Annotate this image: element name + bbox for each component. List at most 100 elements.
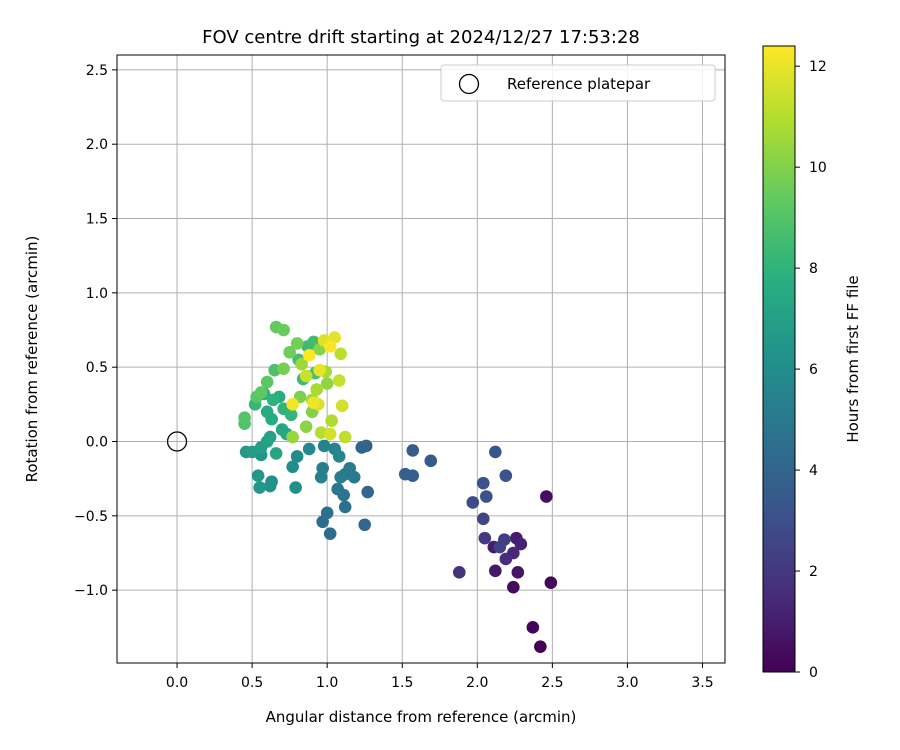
data-point [284, 408, 298, 422]
data-point [299, 369, 313, 383]
data-point [238, 411, 251, 425]
legend-marker [458, 73, 480, 95]
legend-box [440, 64, 716, 102]
y-tick-label: −1.0 [74, 583, 108, 599]
legend: Reference platepar [440, 64, 716, 102]
colorbar-tick-label: 12 [809, 59, 827, 75]
legend-label: Reference platepar [507, 75, 651, 93]
data-point [452, 566, 466, 579]
x-tick-label: 1.0 [316, 675, 338, 691]
colorbar-tick-label: 4 [809, 463, 818, 479]
data-point [307, 396, 320, 410]
data-point [499, 469, 513, 482]
y-tick-label: 2.0 [86, 137, 108, 153]
data-point [299, 420, 313, 433]
data-point [478, 531, 492, 545]
x-tick-label: 2.5 [541, 675, 563, 691]
data-point [260, 375, 274, 389]
data-point [265, 412, 278, 426]
x-tick-label: 2.0 [466, 675, 488, 691]
data-point [253, 481, 266, 494]
colorbar-tick-label: 10 [809, 160, 827, 176]
data-point [320, 377, 334, 390]
data-point [302, 442, 316, 456]
x-tick-label: 3.5 [691, 675, 713, 691]
data-point [313, 363, 326, 377]
data-point [310, 383, 323, 396]
y-tick-label: 2.5 [86, 63, 108, 79]
x-tick-label: 0.0 [166, 675, 188, 691]
data-point [314, 470, 328, 484]
y-tick-label: 1.0 [86, 286, 108, 302]
data-point [323, 427, 337, 441]
y-axis-label: Rotation from reference (arcmin) [23, 236, 41, 483]
data-point [290, 337, 304, 350]
data-point [332, 450, 346, 463]
data-point [406, 444, 420, 457]
data-point [343, 461, 356, 475]
x-axis-ticks: 0.0 0.5 1.0 1.5 2.0 2.5 3.0 3.5 [166, 663, 714, 691]
colorbar-ticks: 0 2 4 6 8 10 12 [795, 59, 827, 681]
x-tick-label: 0.5 [241, 675, 263, 691]
data-point [534, 640, 547, 653]
data-point [295, 357, 308, 371]
data-point [320, 506, 334, 520]
data-point [277, 362, 290, 375]
data-point [266, 393, 280, 407]
data-point [338, 500, 352, 514]
data-point [499, 552, 513, 566]
data-point [263, 430, 277, 444]
colorbar-frame [762, 45, 796, 673]
data-point [511, 566, 525, 579]
data-point [334, 347, 347, 361]
x-tick-label: 1.5 [391, 675, 413, 691]
data-point [283, 346, 296, 359]
data-point [514, 537, 528, 551]
data-point [325, 414, 338, 427]
data-point [332, 374, 346, 387]
x-tick-label: 3.0 [616, 675, 638, 691]
colorbar-tick-label: 2 [809, 564, 818, 580]
data-point [263, 479, 277, 493]
data-point [323, 340, 337, 353]
y-axis-ticks: −1.0 −0.5 0.0 0.5 1.0 1.5 2.0 2.5 [74, 63, 117, 599]
data-point [317, 439, 331, 453]
chart-title: FOV centre drift starting at 2024/12/27 … [202, 27, 640, 48]
grid [117, 55, 725, 663]
colorbar-tick-label: 8 [809, 261, 818, 277]
y-tick-label: 0.0 [86, 435, 108, 451]
data-point [286, 398, 299, 411]
x-axis-label: Angular distance from reference (arcmin) [266, 708, 577, 726]
data-point [489, 445, 502, 459]
data-point [398, 467, 412, 481]
data-point [477, 512, 490, 526]
y-tick-label: 1.5 [86, 212, 108, 228]
data-point [289, 481, 302, 494]
colorbar-label: Hours from first FF file [844, 275, 862, 442]
data-point [489, 564, 502, 578]
reference-point-marker [166, 431, 188, 452]
data-point [361, 485, 375, 499]
y-tick-label: −0.5 [74, 509, 108, 525]
data-point [544, 576, 558, 590]
data-point [334, 470, 347, 484]
plot-frame [116, 54, 726, 664]
scatter-points [238, 320, 558, 653]
data-point [424, 454, 438, 468]
data-point [335, 399, 349, 413]
data-point [358, 518, 372, 532]
colorbar-tick-label: 6 [809, 362, 818, 378]
data-point [286, 430, 299, 444]
data-point [290, 450, 304, 463]
data-point [355, 441, 369, 454]
data-point [254, 386, 268, 399]
data-point [493, 540, 507, 554]
data-point [507, 580, 520, 594]
data-point [323, 527, 337, 540]
data-point [277, 323, 290, 337]
data-point [302, 348, 316, 362]
colorbar-tick-label: 0 [809, 665, 818, 681]
data-point [477, 476, 490, 490]
y-tick-label: 0.5 [86, 360, 108, 376]
